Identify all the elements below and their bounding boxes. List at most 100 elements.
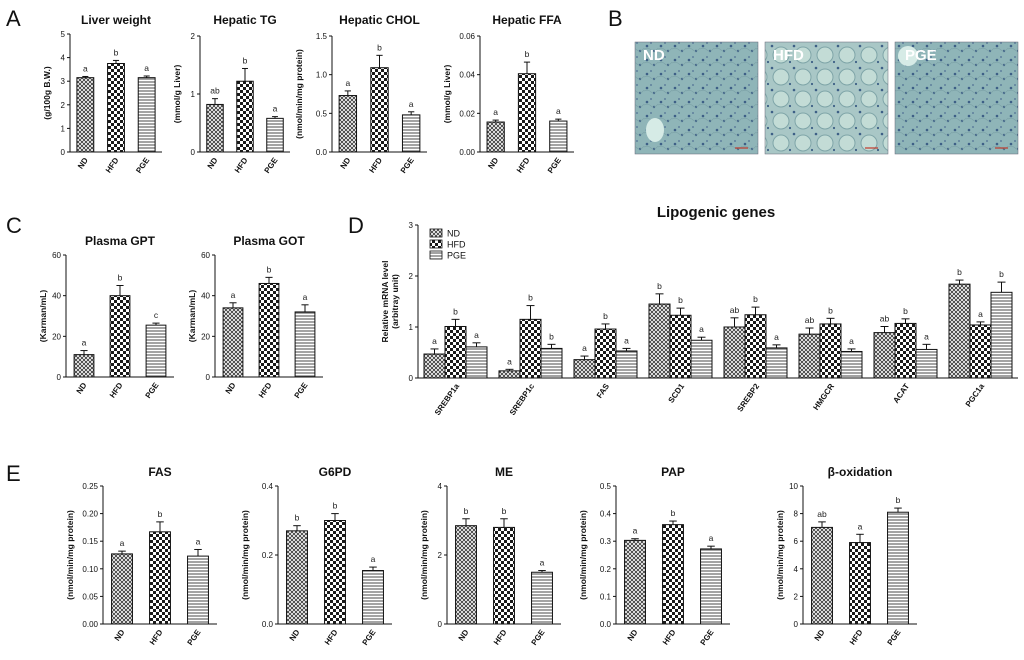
bar-pge [145,324,167,378]
micrograph-label-pge: PGE [905,47,937,64]
y-tick-label: 4 [438,482,443,491]
significance-letter: b [377,42,382,52]
significance-letter: a [582,343,587,353]
significance-letter: b [333,501,338,511]
significance-letter: a [303,292,308,302]
significance-letter: a [83,63,88,73]
legend-swatch-hfd [429,239,443,249]
y-tick-label: 0 [57,373,62,382]
panel-letter-b: B [608,6,623,31]
chart-title: PAP [661,465,685,479]
significance-letter: a [345,78,350,88]
category-label: HFD [148,628,165,647]
significance-letter: b [657,281,662,291]
significance-letter: b [267,264,272,274]
significance-letter: a [556,106,561,116]
category-label: HFD [515,156,532,175]
y-axis-label: (Karman/mL) [38,290,48,343]
chart-title: Hepatic FFA [492,13,562,27]
significance-letter: ab [805,315,815,325]
y-axis-label: (nmol/min/mg protein) [65,510,75,600]
bar-fas-hfd [594,328,617,379]
significance-letter: a [978,309,983,319]
y-axis-label: (nmol/min/mg protein) [578,510,588,600]
bar-hfd [517,73,537,153]
y-tick-label: 0.5 [316,109,328,118]
significance-letter: a [624,335,629,345]
bar-pge [401,114,421,153]
category-label: ND [76,156,90,171]
significance-letter: ab [880,313,890,323]
bar-hmgcr-pge [840,350,863,379]
bar-hfd [370,67,389,153]
category-label: HMGCR [811,382,836,412]
bar-hfd [662,524,684,625]
y-tick-label: 2 [61,101,66,110]
y-axis-label: (nmol/min/mg protein) [294,49,304,139]
bar-hfd [107,63,125,153]
bar-fas-nd [573,359,596,379]
bar-srebp2-hfd [744,314,767,379]
category-label: ND [206,156,220,171]
category-label: PGE [546,155,563,175]
chart-title: Lipogenic genes [657,204,775,221]
bar-hfd [149,531,171,625]
chart-title: Liver weight [81,13,151,27]
significance-letter: a [474,330,479,340]
bar-srebp2-nd [723,326,746,379]
y-tick-label: 0.04 [459,71,475,80]
category-label: SREBP2 [735,382,761,414]
y-tick-label: 40 [52,292,61,301]
bar-nd [338,95,358,153]
significance-letter: a [409,99,414,109]
bar-srebp1a-nd [423,353,446,379]
y-tick-label: 0.2 [600,565,612,574]
y-axis-label: (Karman/mL) [187,290,197,343]
category-label: ND [486,156,500,171]
y-tick-label: 2 [438,551,443,560]
panel-letter-a: A [6,6,21,31]
bar-hfd [236,80,254,153]
significance-letter: a [493,107,498,117]
chart-title: Hepatic TG [213,13,276,27]
y-tick-label: 60 [201,251,210,260]
bar-acat-hfd [894,322,917,379]
significance-letter: a [540,558,545,568]
chart-hepatic-chol: Hepatic CHOL 0.0 0.5 1.0 1.5 (nmol/min/mg pro… [294,13,427,175]
significance-letter: a [371,554,376,564]
category-label: HFD [257,381,274,400]
chart-hepatic-tg: Hepatic TG 0 1 2 (mmol/g Liver) ab ND b HFD a PGE [172,13,290,175]
significance-letter: a [709,533,714,543]
chart-beta-oxidation: β-oxidation 0 2 4 6 8 10 (nmol/min/mg protein) a… [775,465,917,647]
y-tick-label: 0.3 [600,537,612,546]
category-label: PGC1a [964,382,987,409]
category-label: ACAT [891,382,911,405]
y-tick-label: 2 [409,272,414,281]
chart-liver-weight: Liver weight 0 1 2 3 4 5 (g/100g B.W.) a ND b HFD a P… [42,13,162,175]
significance-letter: b [464,506,469,516]
significance-letter: b [549,331,554,341]
y-axis-label: (mmol/g Liver) [442,65,452,124]
bar-pgc1a-pge [990,291,1013,379]
significance-letter: a [774,332,779,342]
y-tick-label: 1.0 [316,71,328,80]
bar-hmgcr-hfd [819,323,842,379]
y-axis-label-unit: (arbitray unit) [390,274,400,329]
significance-letter: ab [817,509,827,519]
bar-nd [111,553,133,625]
y-tick-label: 0.02 [459,109,475,118]
bar-pge [549,120,568,153]
significance-letter: b [453,306,458,316]
bar-srebp1c-nd [498,370,521,379]
bar-srebp1a-pge [465,346,488,379]
chart-title: G6PD [319,465,352,479]
y-tick-label: 0.06 [459,32,475,41]
micrograph-label-nd: ND [643,47,665,64]
bar-scd1-pge [690,339,713,379]
bar-acat-nd [873,332,896,379]
category-label: PGE [144,380,161,400]
significance-letter: b [671,508,676,518]
bar-pge [887,511,909,625]
significance-letter: b [525,49,530,59]
